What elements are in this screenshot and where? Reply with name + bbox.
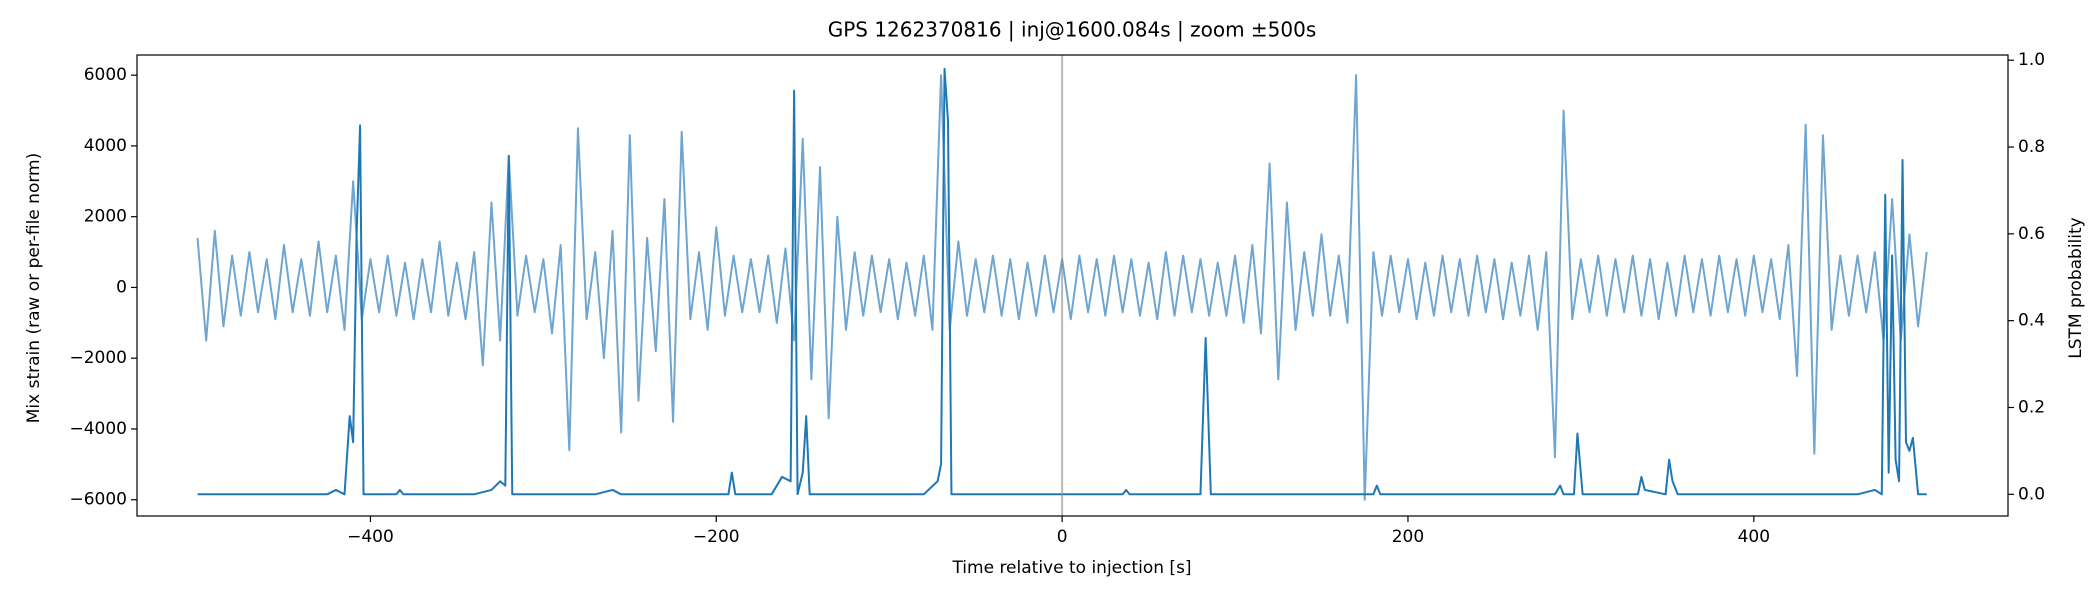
y2-tick-label: 0.6 — [2018, 224, 2045, 244]
y2-tick-label: 0.8 — [2018, 137, 2045, 157]
x-tick-label: −200 — [693, 527, 740, 547]
x-tick-label: 400 — [1738, 527, 1770, 547]
y-tick-label: −2000 — [69, 348, 127, 368]
y2-tick-label: 0.0 — [2018, 484, 2045, 504]
x-axis-label: Time relative to injection [s] — [951, 558, 1191, 578]
y-tick-label: 0 — [116, 277, 127, 297]
y2-tick-label: 0.4 — [2018, 311, 2045, 331]
y2-tick-label: 0.2 — [2018, 397, 2045, 417]
series-line — [197, 67, 1927, 496]
y-tick-label: −4000 — [69, 419, 127, 439]
y-tick-label: −6000 — [69, 490, 127, 510]
chart-title: GPS 1262370816 | inj@1600.084s | zoom ±5… — [828, 18, 1317, 42]
x-tick-label: 200 — [1392, 527, 1424, 547]
y-tick-label: 2000 — [84, 207, 127, 227]
x-tick-label: 0 — [1057, 527, 1068, 547]
plot-frame — [136, 54, 2009, 517]
y-tick-label: 4000 — [84, 136, 127, 156]
y2-tick-label: 1.0 — [2018, 50, 2045, 70]
y-axis-label: Mix strain (raw or per-file norm) — [24, 153, 44, 423]
y-tick-label: 6000 — [84, 65, 127, 85]
y2-axis-label: LSTM probability — [2066, 217, 2086, 358]
x-tick-label: −400 — [347, 527, 394, 547]
